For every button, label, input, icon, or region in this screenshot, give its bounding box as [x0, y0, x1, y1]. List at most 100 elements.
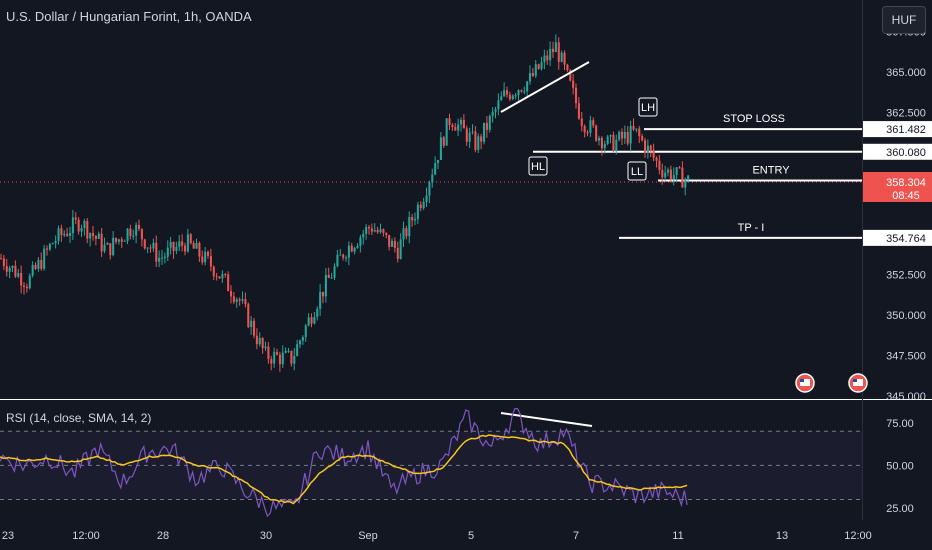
candle-body: [514, 95, 517, 97]
candle-body: [175, 246, 178, 251]
candle-body: [250, 320, 253, 328]
candle-body: [278, 354, 281, 365]
candle-body: [264, 346, 267, 349]
candle-body: [379, 229, 382, 233]
candle-body: [609, 134, 612, 137]
candle-body: [172, 242, 175, 251]
candle-body: [543, 55, 546, 63]
candle-body: [557, 42, 560, 62]
candle-body: [350, 245, 353, 252]
candle-body: [546, 55, 549, 61]
candle-body: [149, 247, 152, 249]
candle-body: [405, 228, 408, 237]
candle-body: [497, 100, 500, 110]
candle-body: [2, 258, 5, 266]
chart-title: U.S. Dollar / Hungarian Forint, 1h, OAND…: [6, 9, 252, 24]
candle-body: [388, 234, 391, 247]
candle-body: [583, 125, 586, 133]
candle-body: [612, 134, 615, 152]
candle-body: [204, 251, 207, 263]
candle-body: [485, 122, 488, 130]
candle-body: [284, 350, 287, 353]
level-price-text: 361.482: [886, 124, 926, 136]
candle-body: [281, 352, 284, 365]
candle-body: [235, 299, 238, 302]
candle-body: [247, 304, 250, 328]
rsi-ma-line: [0, 434, 688, 505]
candle-body: [615, 139, 618, 152]
candle-body: [181, 241, 184, 246]
candle-body: [186, 234, 189, 252]
candle-body: [126, 228, 129, 241]
candle-body: [146, 247, 149, 249]
price-tick-label: 362.500: [886, 108, 926, 120]
candle-body: [319, 291, 322, 309]
candle-body: [293, 355, 296, 364]
level-price-tag: [863, 121, 932, 138]
candle-body: [511, 95, 514, 100]
candle-body: [575, 87, 578, 104]
candle-body: [563, 52, 566, 65]
annotation-label: LH: [641, 102, 655, 114]
candle-body: [635, 128, 638, 130]
candle-body: [422, 201, 425, 209]
annotation-box: [627, 161, 647, 181]
candle-body: [618, 131, 621, 140]
grid: [0, 0, 932, 520]
candle-body: [460, 119, 463, 125]
candle-body: [488, 115, 491, 130]
candle-body: [632, 125, 635, 130]
candle-body: [138, 224, 141, 229]
candle-body: [586, 132, 589, 134]
candle-body: [189, 234, 192, 244]
currency-button[interactable]: HUF: [882, 6, 926, 34]
candle-body: [672, 175, 675, 180]
candle-body: [431, 174, 434, 183]
time-tick-label: 30: [260, 530, 272, 542]
candle-body: [537, 64, 540, 69]
candle-body: [368, 227, 371, 229]
price-axis[interactable]: 345.000 347.500 350.000 352.500 362.500 365.0…: [886, 27, 926, 403]
candle-body: [270, 359, 273, 364]
candle-body: [667, 169, 670, 173]
level-price-tag: [863, 143, 932, 160]
flag-icon-canton: [853, 379, 857, 382]
candle-body: [184, 245, 187, 252]
candle-body: [474, 131, 477, 150]
candle-body: [445, 118, 448, 146]
rsi-tick-label: 50.00: [886, 460, 914, 472]
time-axis[interactable]: 23 12:00 28 30 Sep 5 7 11 13 12:00: [2, 530, 872, 542]
candle-body: [649, 145, 652, 151]
candle-body: [54, 240, 57, 244]
price-tick-label: 347.500: [886, 351, 926, 363]
flag-icon: [800, 379, 810, 386]
candle-body: [621, 131, 624, 139]
candle-body: [23, 285, 26, 287]
candle-body: [506, 90, 509, 95]
candle-body: [408, 216, 411, 237]
candle-body: [63, 233, 66, 236]
candle-body: [480, 136, 483, 142]
candle-body: [577, 103, 580, 119]
candle-body: [158, 257, 161, 262]
level-price-text: 360.080: [886, 147, 926, 159]
candle-body: [83, 220, 86, 228]
candle-body: [336, 254, 339, 267]
last-price-tag: [863, 172, 932, 202]
candle-body: [241, 299, 244, 301]
candle-body: [34, 264, 37, 269]
event-markers: [795, 373, 868, 393]
candle-body: [580, 118, 583, 126]
candle-body: [287, 350, 290, 352]
candle-body: [534, 64, 537, 76]
candle-body: [28, 275, 31, 289]
candle-body: [333, 266, 336, 278]
candle-body: [370, 228, 373, 232]
candle-body: [419, 204, 422, 209]
candle-body: [626, 132, 629, 144]
candle-body: [324, 274, 327, 297]
candle-body: [14, 265, 17, 277]
pattern-annotations: LH HL LL: [528, 97, 658, 181]
candle-body: [120, 239, 123, 242]
